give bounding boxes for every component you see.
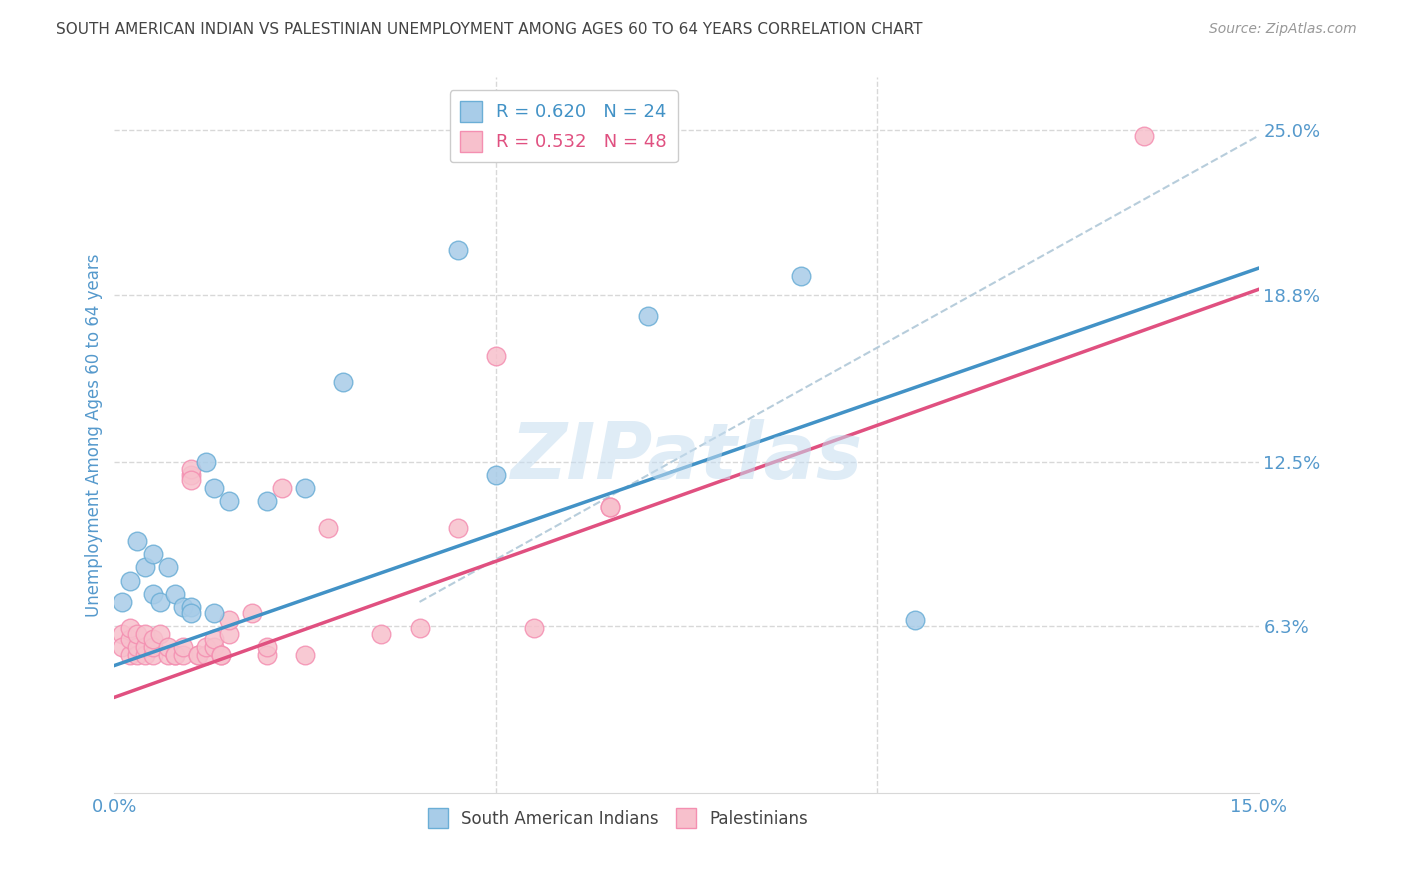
Text: SOUTH AMERICAN INDIAN VS PALESTINIAN UNEMPLOYMENT AMONG AGES 60 TO 64 YEARS CORR: SOUTH AMERICAN INDIAN VS PALESTINIAN UNE… [56, 22, 922, 37]
Point [240, 606, 263, 620]
Point [218, 626, 240, 640]
Point [256, 494, 278, 508]
Point [172, 600, 194, 615]
Point [141, 640, 163, 654]
Point [127, 648, 149, 662]
Point [180, 467, 202, 482]
Point [202, 632, 225, 646]
Point [134, 648, 156, 662]
Text: Source: ZipAtlas.com: Source: ZipAtlas.com [1209, 22, 1357, 37]
Point [256, 640, 278, 654]
Point [141, 632, 163, 646]
Point [599, 500, 621, 514]
Point [408, 622, 430, 636]
Point [180, 606, 202, 620]
Point [1133, 128, 1156, 143]
Point [141, 547, 163, 561]
Point [187, 648, 209, 662]
Point [118, 632, 141, 646]
Point [523, 622, 546, 636]
Point [172, 640, 194, 654]
Point [118, 622, 141, 636]
Point [294, 481, 316, 495]
Point [209, 648, 232, 662]
Point [134, 640, 156, 654]
Point [194, 454, 217, 468]
Point [202, 640, 225, 654]
Point [141, 648, 163, 662]
Point [118, 574, 141, 588]
Point [271, 481, 294, 495]
Point [180, 473, 202, 487]
Point [904, 614, 927, 628]
Point [256, 648, 278, 662]
Point [485, 349, 508, 363]
Point [149, 595, 172, 609]
Point [637, 309, 659, 323]
Point [294, 648, 316, 662]
Point [332, 375, 354, 389]
Point [134, 560, 156, 574]
Point [149, 626, 172, 640]
Point [316, 521, 339, 535]
Point [218, 494, 240, 508]
Point [209, 648, 232, 662]
Point [111, 626, 134, 640]
Point [156, 560, 179, 574]
Point [194, 648, 217, 662]
Point [111, 595, 134, 609]
Point [180, 462, 202, 476]
Point [165, 648, 187, 662]
Y-axis label: Unemployment Among Ages 60 to 64 years: Unemployment Among Ages 60 to 64 years [86, 253, 103, 616]
Point [485, 467, 508, 482]
Point [790, 269, 813, 284]
Point [127, 640, 149, 654]
Point [141, 587, 163, 601]
Point [370, 626, 392, 640]
Point [134, 626, 156, 640]
Point [111, 640, 134, 654]
Point [127, 626, 149, 640]
Point [599, 500, 621, 514]
Point [187, 648, 209, 662]
Point [447, 521, 470, 535]
Point [202, 606, 225, 620]
Point [165, 587, 187, 601]
Point [180, 600, 202, 615]
Text: ZIPatlas: ZIPatlas [510, 418, 863, 494]
Point [202, 481, 225, 495]
Point [172, 648, 194, 662]
Point [156, 648, 179, 662]
Point [194, 640, 217, 654]
Point [118, 648, 141, 662]
Point [218, 614, 240, 628]
Point [165, 648, 187, 662]
Legend: South American Indians, Palestinians: South American Indians, Palestinians [422, 802, 814, 834]
Point [156, 640, 179, 654]
Point [127, 534, 149, 549]
Point [447, 243, 470, 257]
